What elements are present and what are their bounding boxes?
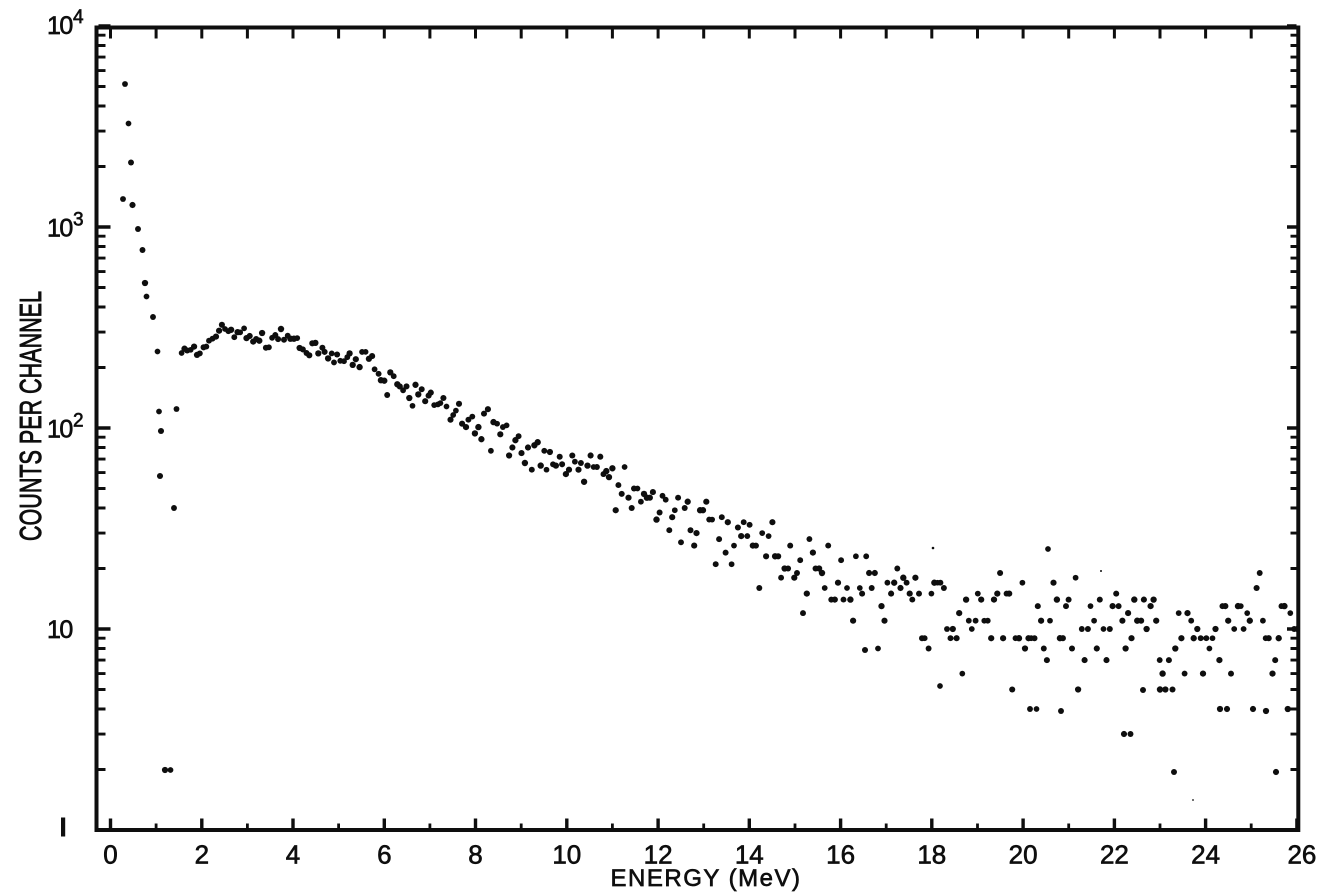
svg-text:20: 20 (1009, 840, 1038, 870)
svg-text:2: 2 (73, 411, 84, 432)
svg-text:10: 10 (47, 616, 72, 644)
svg-text:16: 16 (826, 840, 855, 870)
svg-text:10: 10 (552, 840, 581, 870)
svg-text:3: 3 (73, 210, 84, 231)
svg-text:4: 4 (73, 7, 84, 28)
svg-text:6: 6 (377, 840, 391, 870)
svg-text:ENERGY (MeV): ENERGY (MeV) (611, 865, 802, 892)
svg-text:0: 0 (103, 840, 117, 870)
svg-text:24: 24 (1191, 840, 1220, 870)
svg-text:4: 4 (286, 840, 300, 870)
svg-text:22: 22 (1100, 840, 1129, 870)
svg-text:10: 10 (47, 215, 72, 243)
svg-text:8: 8 (468, 840, 482, 870)
svg-text:2: 2 (195, 840, 209, 870)
svg-text:26: 26 (1287, 840, 1316, 870)
svg-text:COUNTS PER CHANNEL: COUNTS PER CHANNEL (13, 291, 48, 541)
svg-text:10: 10 (47, 12, 72, 40)
svg-text:10: 10 (47, 416, 72, 444)
svg-text:14: 14 (735, 840, 764, 870)
svg-text:12: 12 (644, 840, 673, 870)
svg-text:18: 18 (917, 840, 946, 870)
